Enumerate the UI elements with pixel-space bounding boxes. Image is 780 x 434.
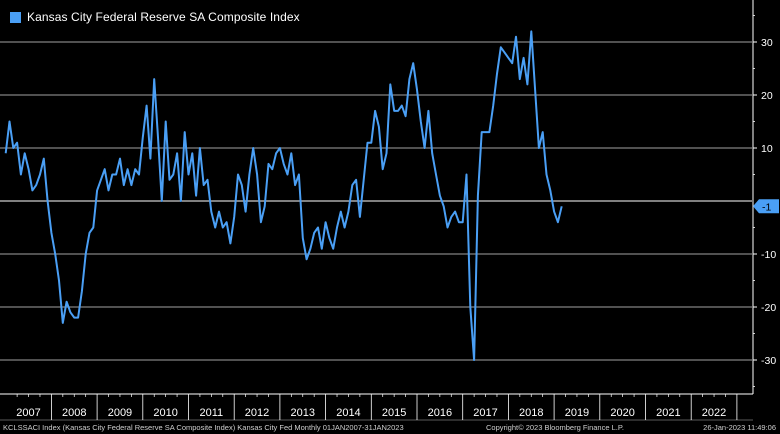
x-tick-label: 2015: [382, 407, 406, 419]
y-tick-label: 20: [761, 90, 773, 102]
x-tick-label: 2018: [519, 407, 543, 419]
footer-copyright: Copyright© 2023 Bloomberg Finance L.P.: [486, 423, 624, 432]
last-value-badge: [753, 199, 779, 214]
y-tick-label: 10: [761, 143, 773, 155]
x-tick-label: 2010: [153, 407, 177, 419]
gridlines: [0, 41, 752, 361]
x-tick-label: 2007: [16, 407, 40, 419]
x-tick-label: 2011: [200, 407, 224, 419]
y-tick-label: -10: [761, 249, 776, 261]
y-tick-label: 30: [761, 37, 773, 49]
footer: KCLSSACI Index (Kansas City Federal Rese…: [0, 422, 780, 434]
x-tick-label: 2017: [473, 407, 497, 419]
y-axis: 30 20 10 -10 -20 -30: [752, 0, 776, 394]
y-tick-label: -20: [761, 302, 776, 314]
legend-label: Kansas City Federal Reserve SA Composite…: [27, 10, 300, 24]
footer-source: KCLSSACI Index (Kansas City Federal Rese…: [3, 423, 404, 432]
x-tick-label: 2009: [108, 407, 132, 419]
series-line: [4, 30, 563, 361]
x-tick-label: 2014: [336, 407, 360, 419]
legend: Kansas City Federal Reserve SA Composite…: [6, 8, 304, 26]
x-tick-label: 2022: [702, 407, 726, 419]
y-tick-label: -30: [761, 355, 776, 367]
x-tick-label: 2019: [565, 407, 589, 419]
x-axis: 2007 2008 2009 2010 2011 2012 2013 2014 2015 2016…: [0, 393, 753, 421]
x-tick-label: 2020: [610, 407, 634, 419]
last-value-label: -1: [762, 201, 771, 213]
x-tick-label: 2008: [62, 407, 86, 419]
legend-swatch: [10, 11, 21, 23]
footer-timestamp: 26-Jan-2023 11:49:06: [703, 423, 776, 432]
x-tick-label: 2016: [428, 407, 452, 419]
x-tick-label: 2012: [245, 407, 269, 419]
x-tick-label: 2013: [291, 407, 315, 419]
last-value-marker: -1: [753, 199, 779, 214]
x-tick-label: 2021: [656, 407, 680, 419]
